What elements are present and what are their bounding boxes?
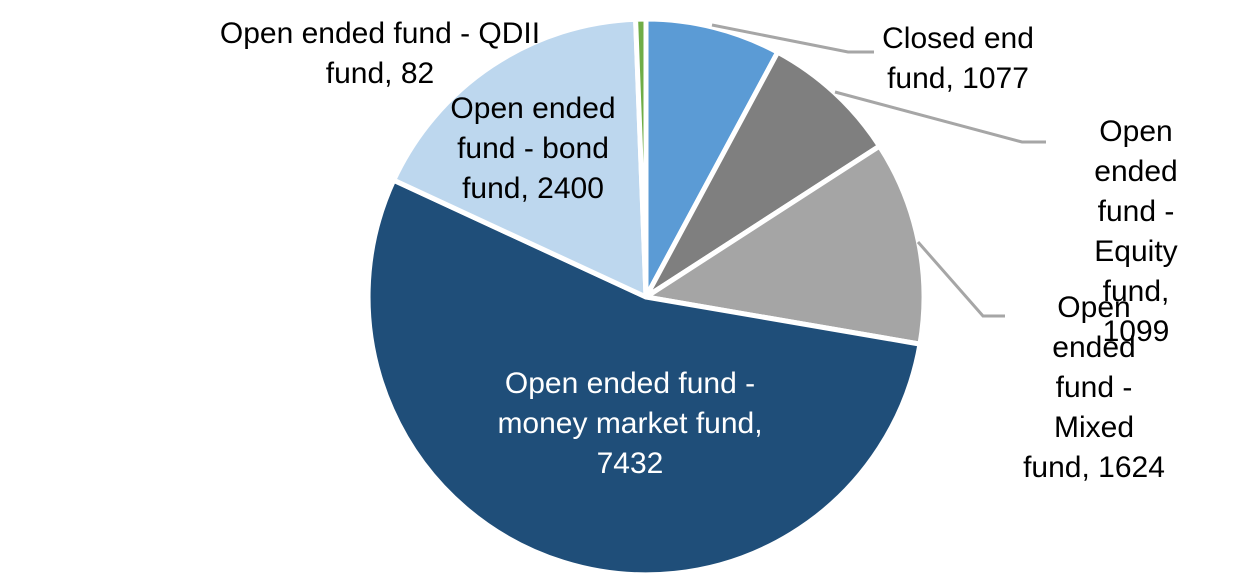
pie-slice-open-ended-equity-fund	[643, 49, 882, 300]
leader-lines	[711, 23, 1046, 318]
leader-line-mixed-fund	[916, 241, 1005, 318]
leader-line-closed-end-fund	[711, 23, 874, 54]
pie-slice-open-ended-money-market-fund	[365, 177, 923, 578]
pie-slices	[365, 16, 927, 578]
pie-slice-closed-end-fund	[643, 16, 781, 300]
pie-slice-open-ended-qdii-fund	[633, 16, 649, 300]
pie-slice-open-ended-bond-fund	[391, 16, 649, 300]
leader-line-equity-fund	[834, 90, 1046, 144]
pie-slice-open-ended-mixed-fund	[643, 143, 927, 347]
